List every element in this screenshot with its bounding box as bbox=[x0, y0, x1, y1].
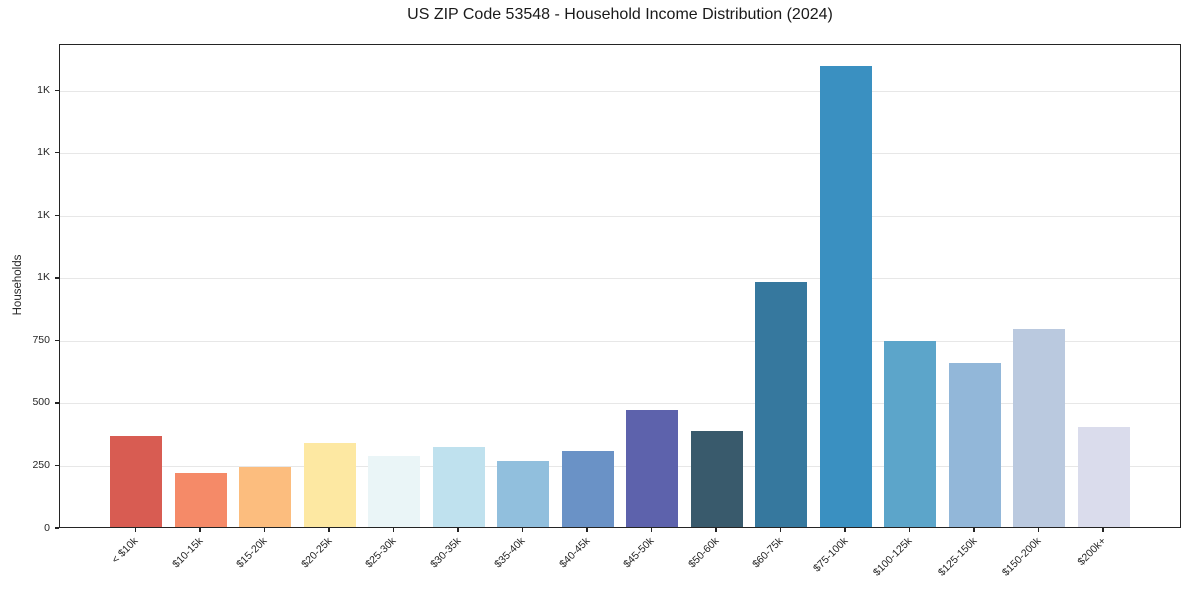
y-tick-label: 1K bbox=[37, 83, 50, 96]
bar-< $10k bbox=[110, 435, 163, 527]
bar-$75-100k bbox=[819, 66, 872, 527]
y-tick-label: 750 bbox=[32, 333, 50, 346]
x-tick-mark bbox=[715, 528, 717, 532]
x-tick-label: < $10k bbox=[109, 535, 141, 566]
y-tick-label: 1K bbox=[37, 208, 50, 221]
gridline bbox=[60, 278, 1180, 280]
x-tick-mark bbox=[457, 528, 459, 532]
plot-area bbox=[59, 44, 1181, 528]
y-tick-mark bbox=[54, 339, 59, 342]
y-tick-mark bbox=[54, 152, 59, 154]
bar-$100-125k bbox=[884, 341, 937, 527]
chart-title: US ZIP Code 53548 - Household Income Dis… bbox=[407, 6, 833, 23]
bar-$20-25k bbox=[303, 443, 356, 527]
y-tick-mark bbox=[54, 402, 59, 404]
gridline bbox=[60, 90, 1180, 92]
bar-$45-50k bbox=[626, 410, 679, 527]
bar-$150-200k bbox=[1013, 328, 1066, 527]
y-tick-label: 500 bbox=[32, 396, 50, 409]
gridline bbox=[60, 153, 1180, 155]
x-tick-mark bbox=[650, 528, 653, 532]
y-tick-mark bbox=[54, 527, 59, 529]
y-tick-label: 1K bbox=[37, 271, 50, 284]
x-tick-mark bbox=[908, 528, 911, 532]
y-tick-mark bbox=[54, 89, 59, 91]
bar-$200k+ bbox=[1077, 427, 1130, 527]
gridline bbox=[60, 465, 1180, 467]
x-tick-mark bbox=[973, 528, 975, 532]
y-tick-label: 0 bbox=[44, 521, 50, 534]
gridline bbox=[60, 340, 1180, 342]
x-tick-mark bbox=[134, 528, 137, 532]
gridline bbox=[60, 215, 1180, 217]
bar-$50-60k bbox=[690, 430, 743, 527]
x-tick-mark bbox=[844, 528, 846, 532]
bar-$40-45k bbox=[561, 451, 614, 527]
x-tick-mark bbox=[263, 528, 266, 532]
x-tick-mark bbox=[392, 528, 395, 532]
gridline bbox=[60, 403, 1180, 405]
x-tick-mark bbox=[1102, 528, 1104, 532]
y-tick-mark bbox=[54, 464, 59, 467]
y-axis-label: Households bbox=[12, 254, 24, 316]
x-tick-mark bbox=[1037, 528, 1040, 532]
x-tick-mark bbox=[328, 528, 330, 532]
bar-$15-20k bbox=[239, 467, 292, 527]
bar-$35-40k bbox=[497, 460, 550, 527]
y-tick-label: 1K bbox=[37, 146, 50, 159]
x-tick-mark bbox=[779, 528, 782, 532]
bar-$30-35k bbox=[432, 446, 485, 527]
y-tick-label: 250 bbox=[32, 458, 50, 471]
bar-$125-150k bbox=[948, 363, 1001, 527]
bar-$25-30k bbox=[368, 456, 421, 527]
y-tick-mark bbox=[54, 277, 59, 279]
y-tick-mark bbox=[54, 214, 59, 217]
x-tick-mark bbox=[521, 528, 524, 532]
x-tick-mark bbox=[199, 528, 201, 532]
x-tick-mark bbox=[586, 528, 588, 532]
bar-$10-15k bbox=[174, 473, 227, 527]
bar-$60-75k bbox=[755, 281, 808, 527]
